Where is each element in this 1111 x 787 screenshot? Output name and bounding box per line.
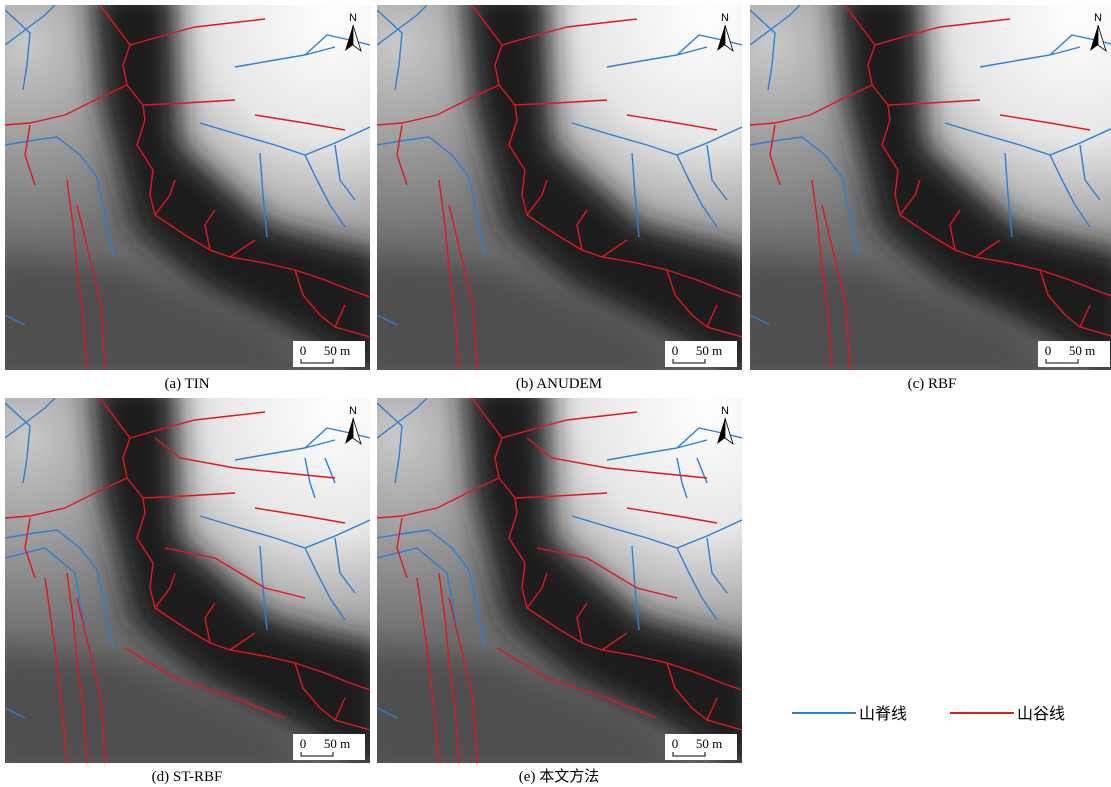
scale-end: 50 m — [696, 736, 722, 751]
panel-caption: (d) ST-RBF — [152, 769, 223, 785]
legend-label: 山谷线 — [1017, 704, 1065, 723]
north-label: N — [349, 405, 357, 417]
north-label: N — [721, 405, 729, 417]
map-image — [357, 0, 757, 385]
panel-caption: (a) TIN — [164, 376, 209, 392]
map-panel: N 0 50 m (a) TIN — [0, 0, 385, 392]
north-label: N — [721, 12, 729, 24]
map-image — [730, 0, 1111, 385]
map-image — [0, 0, 385, 385]
map-panel: N 0 50 m (e) 本文方法 — [357, 378, 757, 785]
figure: N 0 50 m (a) TIN N 0 50 m (b) ANUDEM N 0 50 m (c) R… — [0, 0, 1111, 787]
scale-start: 0 — [672, 736, 679, 751]
scale-end: 50 m — [324, 736, 350, 751]
map-panel: N 0 50 m (b) ANUDEM — [357, 0, 757, 392]
north-label: N — [1094, 12, 1102, 24]
map-image — [0, 378, 385, 778]
map-image — [357, 378, 757, 778]
scale-start: 0 — [1045, 343, 1052, 358]
scale-end: 50 m — [696, 343, 722, 358]
legend-label: 山脊线 — [859, 704, 907, 723]
scale-end: 50 m — [324, 343, 350, 358]
scale-start: 0 — [300, 736, 307, 751]
scale-start: 0 — [300, 343, 307, 358]
panel-caption: (e) 本文方法 — [519, 768, 599, 785]
scale-start: 0 — [672, 343, 679, 358]
map-panel: N 0 50 m (c) RBF — [730, 0, 1111, 392]
north-label: N — [349, 12, 357, 24]
panel-caption: (c) RBF — [908, 376, 957, 392]
scale-end: 50 m — [1069, 343, 1095, 358]
panel-caption: (b) ANUDEM — [516, 376, 602, 392]
map-panel: N 0 50 m (d) ST-RBF — [0, 378, 385, 785]
